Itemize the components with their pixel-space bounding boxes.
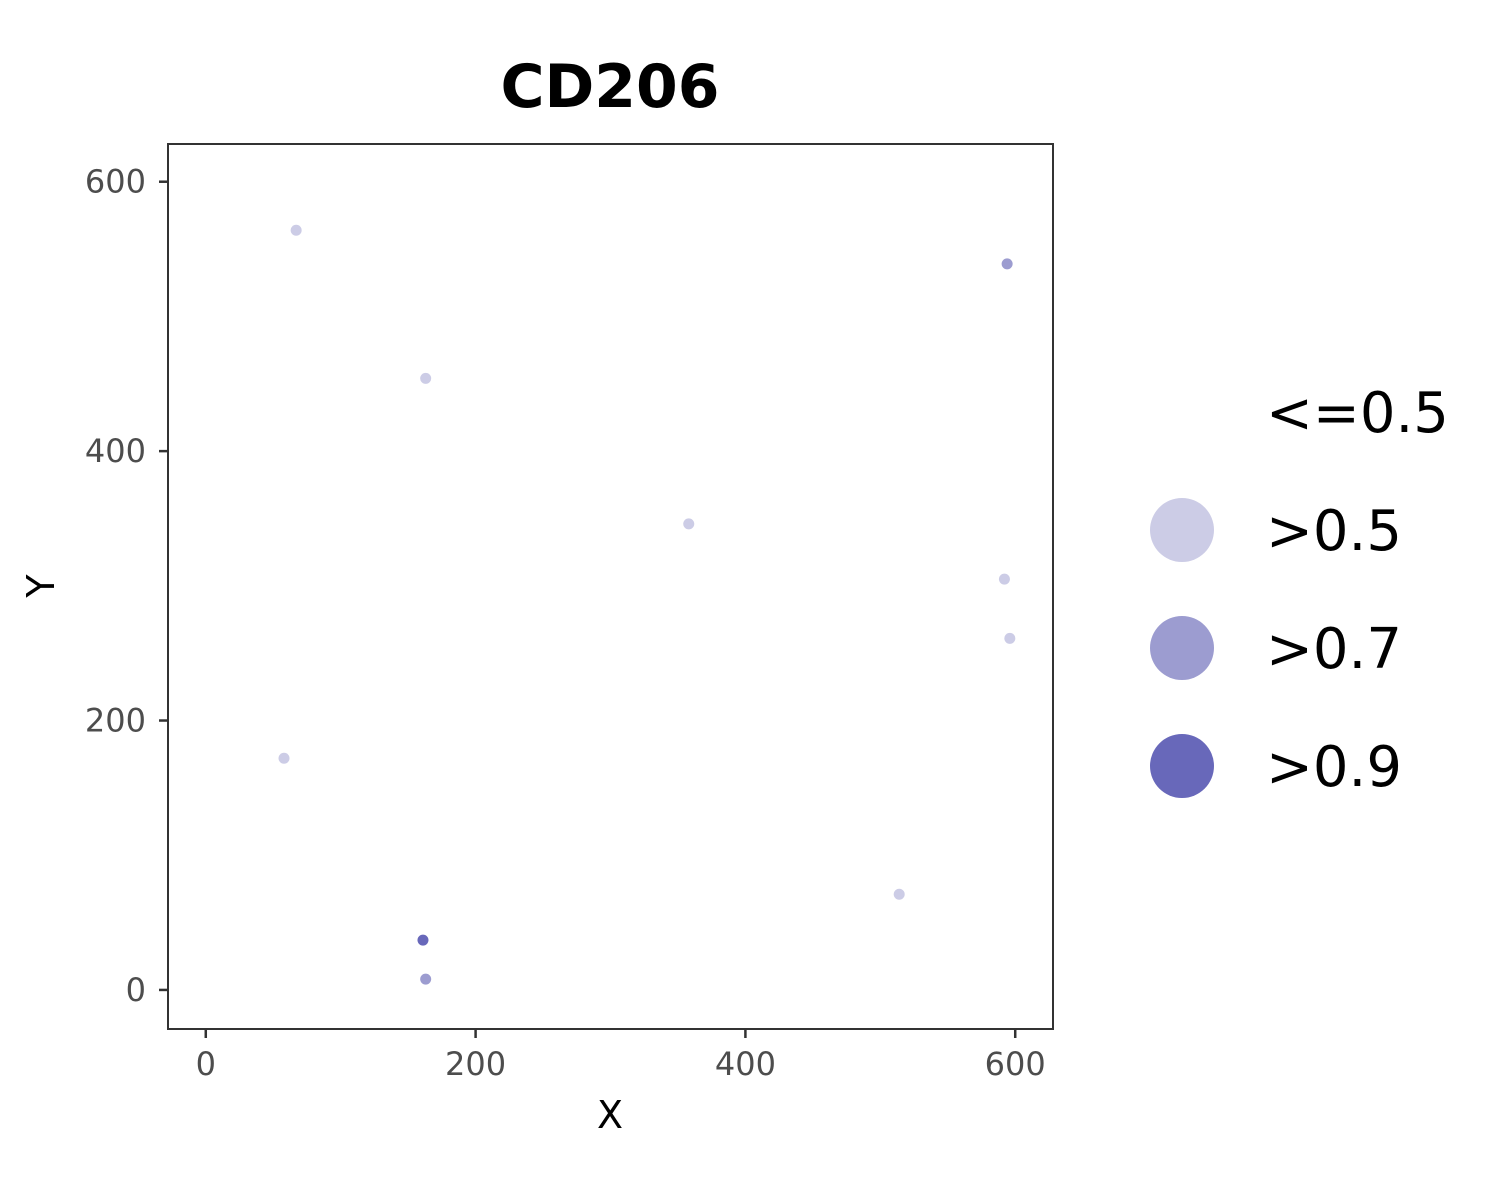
x-axis: 0 200 400 600	[196, 1029, 1046, 1083]
legend-label: >0.9	[1266, 735, 1402, 800]
data-point	[417, 934, 429, 946]
data-point	[290, 224, 302, 236]
x-axis-label: X	[597, 1093, 623, 1137]
y-axis: 0 200 400 600	[85, 163, 168, 1009]
legend-key	[1150, 498, 1214, 562]
legend-label: >0.5	[1266, 499, 1402, 564]
legend-key	[1150, 734, 1214, 798]
plot-panel	[167, 143, 1054, 1030]
legend-key	[1150, 380, 1214, 444]
data-point	[683, 518, 695, 530]
y-tick-label: 600	[85, 163, 146, 201]
data-points	[278, 224, 1016, 985]
y-tick-label: 200	[85, 702, 146, 740]
legend-label: >0.7	[1266, 617, 1402, 682]
data-point	[1001, 258, 1013, 270]
x-tick-label: 600	[985, 1045, 1046, 1083]
data-point	[1004, 632, 1016, 644]
data-point	[420, 372, 432, 384]
legend-label: <=0.5	[1266, 381, 1449, 446]
x-tick-label: 200	[445, 1045, 506, 1083]
data-point	[998, 573, 1010, 585]
y-axis-label: Y	[19, 574, 63, 599]
x-tick-label: 400	[715, 1045, 776, 1083]
x-tick-label: 0	[196, 1045, 216, 1083]
legend: <=0.5 >0.5 >0.7 >0.9	[1150, 380, 1449, 800]
data-point	[420, 973, 432, 985]
data-point	[278, 752, 290, 764]
data-point	[893, 888, 905, 900]
legend-key	[1150, 616, 1214, 680]
y-tick-label: 400	[85, 432, 146, 470]
chart-title: CD206	[500, 52, 719, 122]
y-tick-label: 0	[126, 971, 146, 1009]
